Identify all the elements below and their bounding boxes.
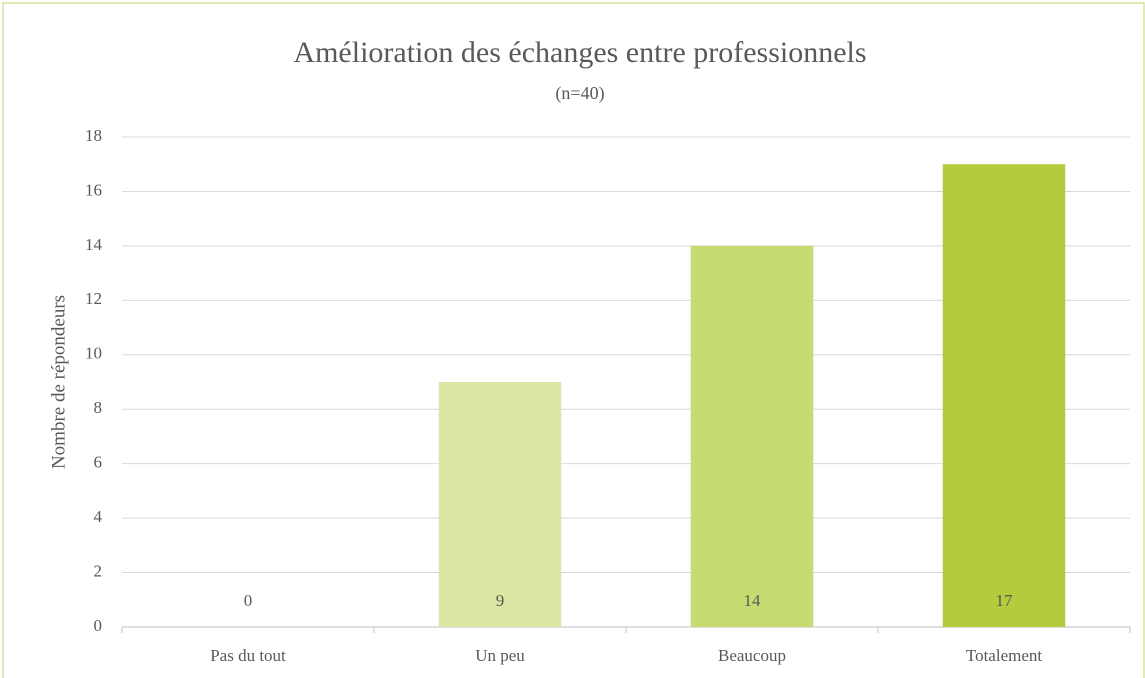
y-tick-label: 10 — [85, 344, 102, 363]
bar — [690, 245, 814, 627]
data-label: 14 — [744, 591, 762, 610]
y-tick-label: 12 — [85, 289, 102, 308]
y-tick-label: 2 — [94, 561, 103, 580]
chart-title: Amélioration des échanges entre professi… — [293, 36, 866, 69]
bar — [942, 164, 1066, 627]
y-tick-label: 16 — [85, 180, 102, 199]
data-label: 9 — [496, 591, 505, 610]
y-tick-label: 6 — [94, 453, 103, 472]
data-label: 17 — [996, 591, 1014, 610]
x-tick-label: Beaucoup — [718, 646, 786, 665]
y-tick-label: 0 — [94, 616, 103, 635]
x-tick-label: Un peu — [475, 646, 525, 665]
y-tick-label: 8 — [94, 398, 103, 417]
y-tick-label: 18 — [85, 126, 102, 145]
chart-subtitle: (n=40) — [555, 83, 604, 104]
bar — [438, 382, 562, 627]
y-axis-label: Nombre de répondeurs — [48, 295, 69, 469]
x-tick-label: Pas du tout — [210, 646, 286, 665]
y-tick-label: 14 — [85, 235, 103, 254]
data-label: 0 — [244, 591, 253, 610]
x-tick-label: Totalement — [966, 646, 1043, 665]
y-tick-label: 4 — [94, 507, 103, 526]
